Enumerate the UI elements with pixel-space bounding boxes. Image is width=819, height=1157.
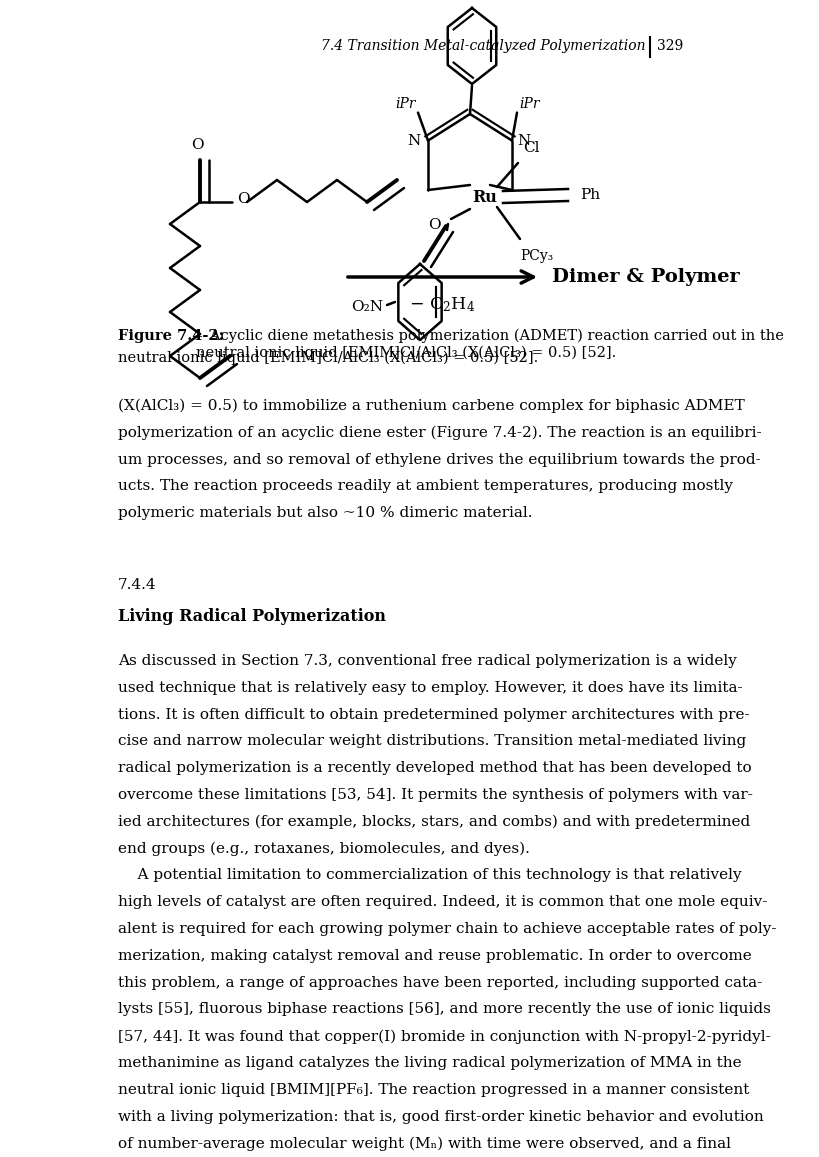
Text: overcome these limitations [53, 54]. It permits the synthesis of polymers with v: overcome these limitations [53, 54]. It … (118, 788, 753, 802)
Text: end groups (e.g., rotaxanes, biomolecules, and dyes).: end groups (e.g., rotaxanes, biomolecule… (118, 841, 530, 856)
Text: iPr: iPr (396, 96, 416, 111)
Text: 7.4.4: 7.4.4 (118, 578, 156, 592)
Text: high levels of catalyst are often required. Indeed, it is common that one mole e: high levels of catalyst are often requir… (118, 896, 767, 909)
Text: As discussed in Section 7.3, conventional free radical polymerization is a widel: As discussed in Section 7.3, conventiona… (118, 654, 737, 668)
Text: radical polymerization is a recently developed method that has been developed to: radical polymerization is a recently dev… (118, 761, 752, 775)
Text: (X(AlCl₃) = 0.5) to immobilize a ruthenium carbene complex for biphasic ADMET: (X(AlCl₃) = 0.5) to immobilize a rutheni… (118, 399, 744, 413)
Text: Figure 7.4-2:: Figure 7.4-2: (118, 329, 224, 342)
Text: with a living polymerization: that is, good first-order kinetic behavior and evo: with a living polymerization: that is, g… (118, 1110, 764, 1123)
Text: O: O (237, 192, 250, 206)
Text: Cl: Cl (523, 141, 540, 155)
Text: neutral ionic liquid [BMIM][PF₆]. The reaction progressed in a manner consistent: neutral ionic liquid [BMIM][PF₆]. The re… (118, 1083, 749, 1097)
Text: ied architectures (for example, blocks, stars, and combs) and with predetermined: ied architectures (for example, blocks, … (118, 815, 750, 830)
Text: um processes, and so removal of ethylene drives the equilibrium towards the prod: um processes, and so removal of ethylene… (118, 452, 761, 466)
Text: PCy₃: PCy₃ (520, 249, 554, 263)
Text: Ru: Ru (473, 189, 497, 206)
Text: Ph: Ph (580, 187, 600, 202)
Text: Living Radical Polymerization: Living Radical Polymerization (118, 607, 386, 625)
Text: of number-average molecular weight (Mₙ) with time were observed, and a final: of number-average molecular weight (Mₙ) … (118, 1136, 731, 1151)
Text: cise and narrow molecular weight distributions. Transition metal-mediated living: cise and narrow molecular weight distrib… (118, 735, 746, 749)
Text: A potential limitation to commercialization of this technology is that relativel: A potential limitation to commercializat… (118, 869, 742, 883)
Text: $-\ \mathregular{C_2H_4}$: $-\ \mathregular{C_2H_4}$ (410, 295, 476, 314)
Text: methanimine as ligand catalyzes the living radical polymerization of MMA in the: methanimine as ligand catalyzes the livi… (118, 1056, 742, 1070)
Text: O₂N: O₂N (351, 300, 383, 314)
Text: 329: 329 (657, 39, 683, 53)
Text: polymeric materials but also ~10 % dimeric material.: polymeric materials but also ~10 % dimer… (118, 507, 532, 521)
Text: iPr: iPr (520, 96, 541, 111)
Text: ucts. The reaction proceeds readily at ambient temperatures, producing mostly: ucts. The reaction proceeds readily at a… (118, 479, 733, 493)
Text: Acyclic diene metathesis polymerization (ADMET) reaction carried out in the neut: Acyclic diene metathesis polymerization … (196, 329, 784, 360)
Text: 7.4 Transition Metal-catalyzed Polymerization: 7.4 Transition Metal-catalyzed Polymeriz… (320, 39, 645, 53)
Text: O: O (428, 218, 441, 233)
Text: O: O (191, 138, 203, 152)
Text: lysts [55], fluorous biphase reactions [56], and more recently the use of ionic : lysts [55], fluorous biphase reactions [… (118, 1002, 771, 1016)
Text: used technique that is relatively easy to employ. However, it does have its limi: used technique that is relatively easy t… (118, 680, 743, 695)
Text: Dimer & Polymer: Dimer & Polymer (552, 268, 740, 286)
Text: N: N (407, 133, 420, 148)
Text: polymerization of an acyclic diene ester (Figure 7.4-2). The reaction is an equi: polymerization of an acyclic diene ester… (118, 426, 762, 440)
Text: merization, making catalyst removal and reuse problematic. In order to overcome: merization, making catalyst removal and … (118, 949, 752, 963)
Text: tions. It is often difficult to obtain predetermined polymer architectures with : tions. It is often difficult to obtain p… (118, 708, 749, 722)
Text: alent is required for each growing polymer chain to achieve acceptable rates of : alent is required for each growing polym… (118, 922, 776, 936)
Text: neutral ionic liquid [EMIM]Cl/AlCl₃ (X(AlCl₃) = 0.5) [52].: neutral ionic liquid [EMIM]Cl/AlCl₃ (X(A… (118, 351, 538, 366)
Text: [57, 44]. It was found that copper(I) bromide in conjunction with N-propyl-2-pyr: [57, 44]. It was found that copper(I) br… (118, 1030, 771, 1044)
Text: this problem, a range of approaches have been reported, including supported cata: this problem, a range of approaches have… (118, 975, 762, 989)
Text: N: N (517, 133, 530, 148)
